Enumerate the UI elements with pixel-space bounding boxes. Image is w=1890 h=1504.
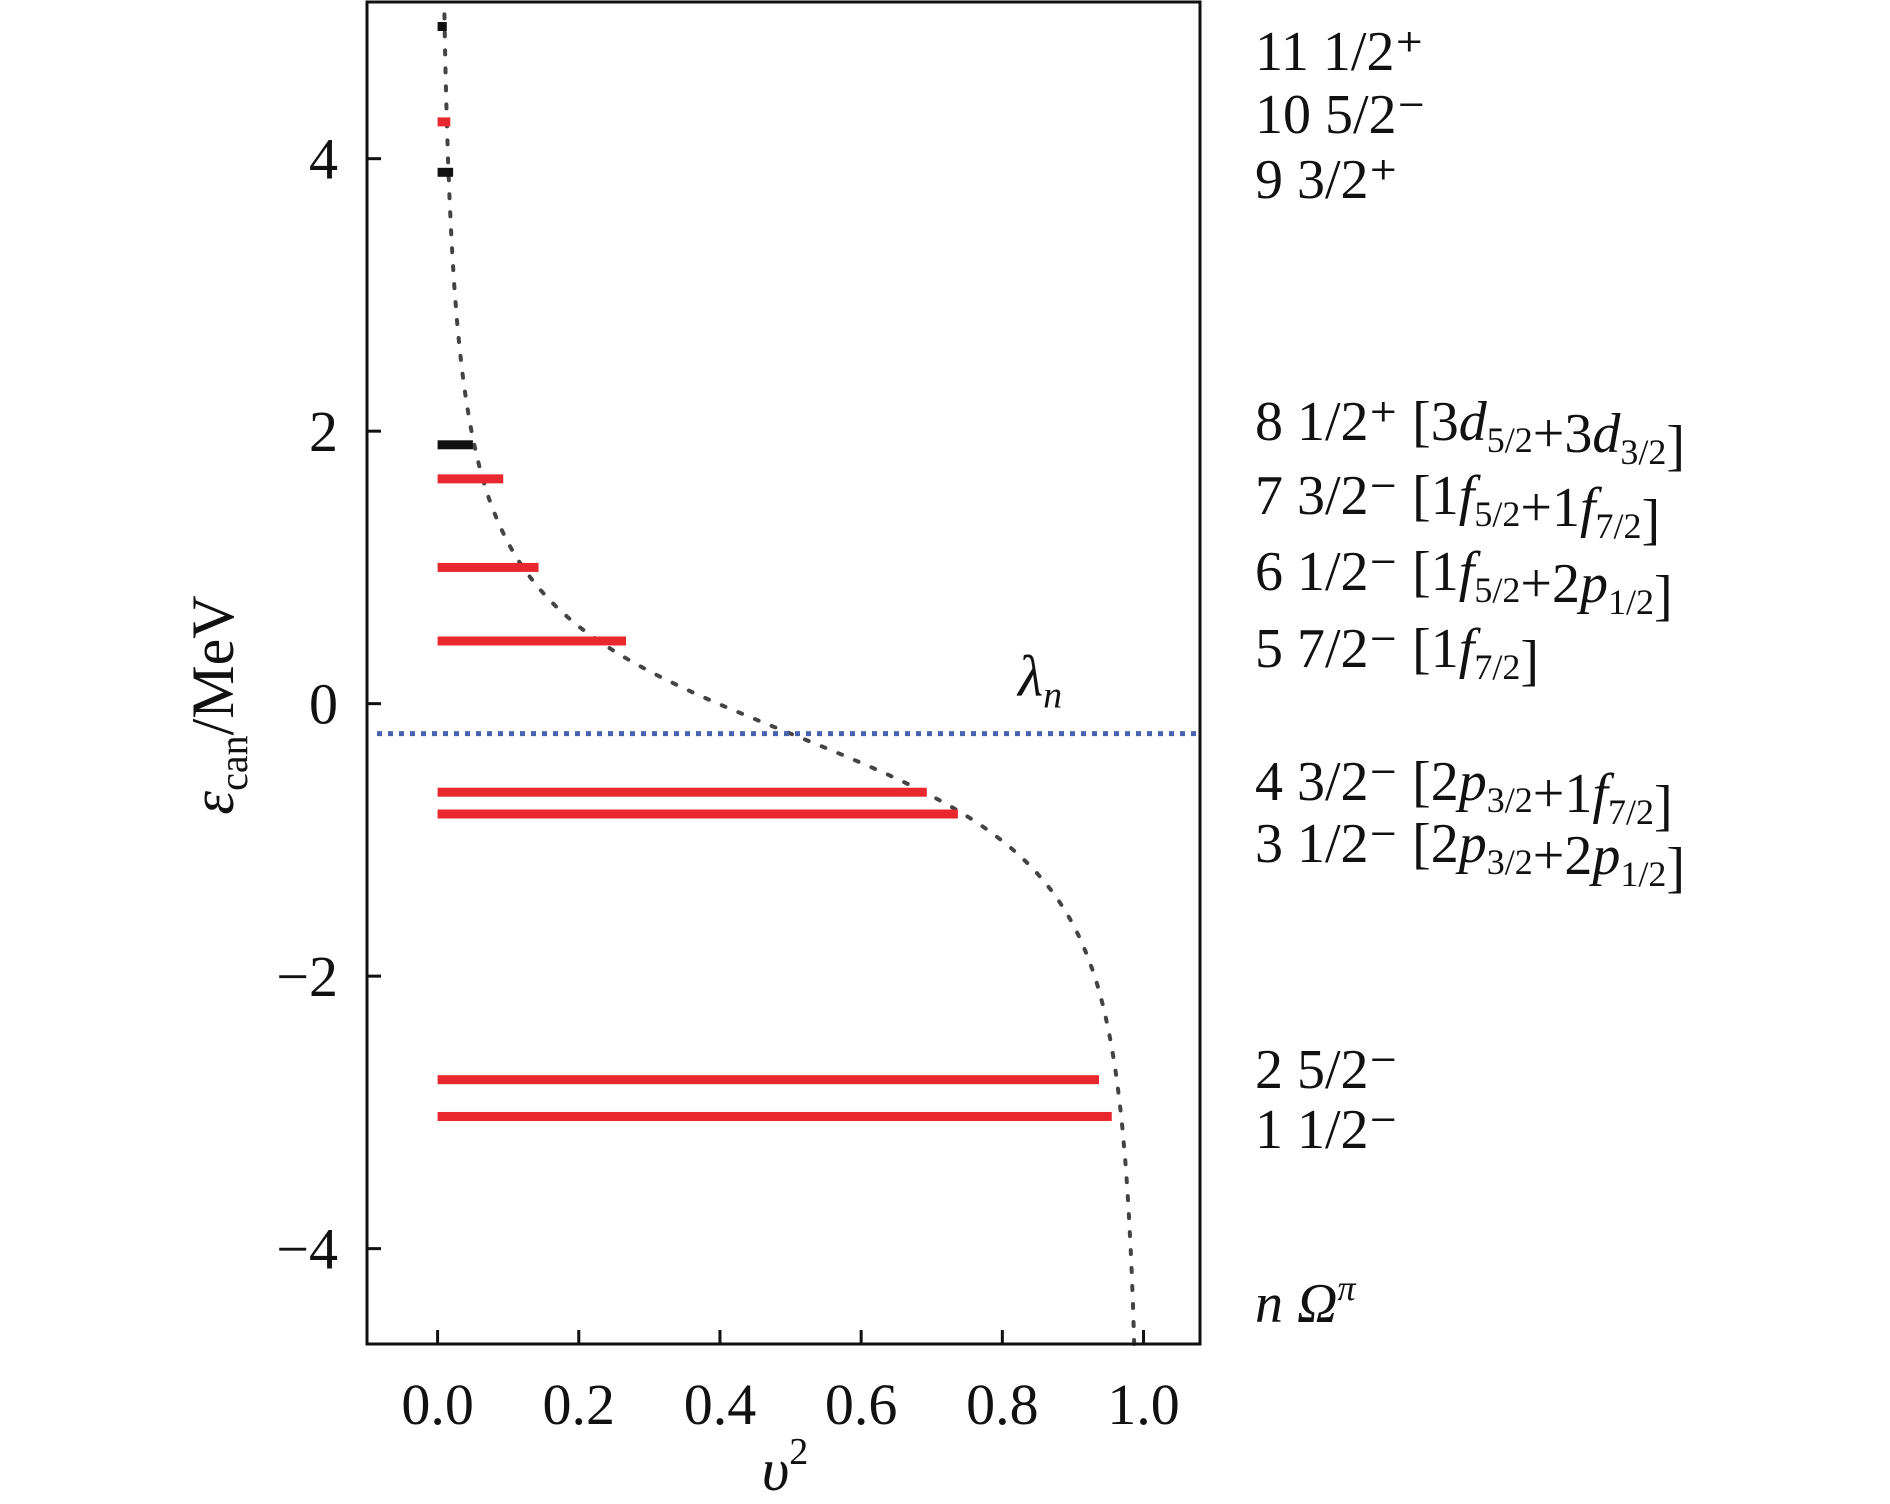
svg-text:υ2: υ2 [762, 1431, 809, 1503]
level-legend-label: n Ωπ [1255, 1268, 1357, 1335]
level-label-1: 1 1/2⁻ [1255, 1099, 1398, 1161]
level-label-8: 8 1/2⁺ [3d5/2+3d3/2] [1255, 391, 1685, 477]
occupation-bar-1 [437, 1111, 1112, 1121]
occupation-bar-2 [437, 1075, 1100, 1085]
occupation-bar-11 [437, 22, 447, 32]
xlabel-base: υ [762, 1437, 790, 1503]
plot-frame [365, 0, 1202, 1346]
x-tick-label: 0.0 [401, 1372, 474, 1437]
level-label-3: 3 1/2⁻ [2p3/2+2p1/2] [1255, 813, 1685, 899]
x-axis: 0.0 0.2 0.4 0.6 0.8 1.0 [401, 1330, 1180, 1437]
occupation-bar-6 [437, 562, 539, 572]
occupation-bar-3 [437, 809, 958, 819]
x-tick-label: 0.8 [966, 1372, 1039, 1437]
occupation-bar-5 [437, 636, 627, 646]
occupation-bar-4 [437, 787, 927, 797]
y-tick-label: 0 [309, 672, 338, 737]
ylabel-sub: can [211, 735, 256, 791]
level-label-10: 10 5/2⁻ [1255, 84, 1426, 146]
x-tick-label: 1.0 [1107, 1372, 1180, 1437]
y-axis: −4 −2 0 2 4 [276, 127, 381, 1282]
occupation-bar-7 [437, 474, 504, 484]
svg-text:εcan/MeV: εcan/MeV [180, 595, 256, 814]
y-tick-label: 4 [309, 127, 338, 192]
x-tick-label: 0.6 [825, 1372, 898, 1437]
occupation-bar-8 [437, 440, 473, 450]
occupation-bar-10 [437, 117, 451, 127]
xlabel-sup: 2 [789, 1431, 808, 1473]
x-tick-label: 0.2 [543, 1372, 616, 1437]
y-axis-title: εcan/MeV [180, 595, 256, 814]
x-tick-label: 0.4 [684, 1372, 757, 1437]
fermi-level-line-group: λn [377, 644, 1198, 737]
level-label-9: 9 3/2⁺ [1255, 149, 1398, 211]
ylabel-suffix: /MeV [180, 595, 246, 735]
level-label-2: 2 5/2⁻ [1255, 1039, 1398, 1101]
level-label-5: 5 7/2⁻ [1f7/2] [1255, 618, 1539, 692]
level-label-11: 11 1/2⁺ [1255, 21, 1424, 83]
level-label-6: 6 1/2⁻ [1f5/2+2p1/2] [1255, 541, 1673, 627]
level-labels: 1 1/2⁻2 5/2⁻ 3 1/2⁻ [2p3/2+2p1/2]4 3/2⁻ [… [1255, 21, 1685, 1335]
ylabel-base: ε [180, 791, 246, 815]
fermi-level-label: λn [1016, 644, 1062, 717]
y-tick-label: −2 [276, 944, 338, 1009]
level-label-4: 4 3/2⁻ [2p3/2+1f7/2] [1255, 751, 1673, 837]
x-axis-title: υ2 [762, 1431, 809, 1503]
y-tick-label: −4 [276, 1217, 338, 1282]
occupation-bar-9 [437, 167, 454, 177]
occupation-bars [437, 22, 1112, 1121]
level-label-7: 7 3/2⁻ [1f5/2+1f7/2] [1255, 465, 1660, 551]
y-tick-label: 2 [309, 399, 338, 464]
